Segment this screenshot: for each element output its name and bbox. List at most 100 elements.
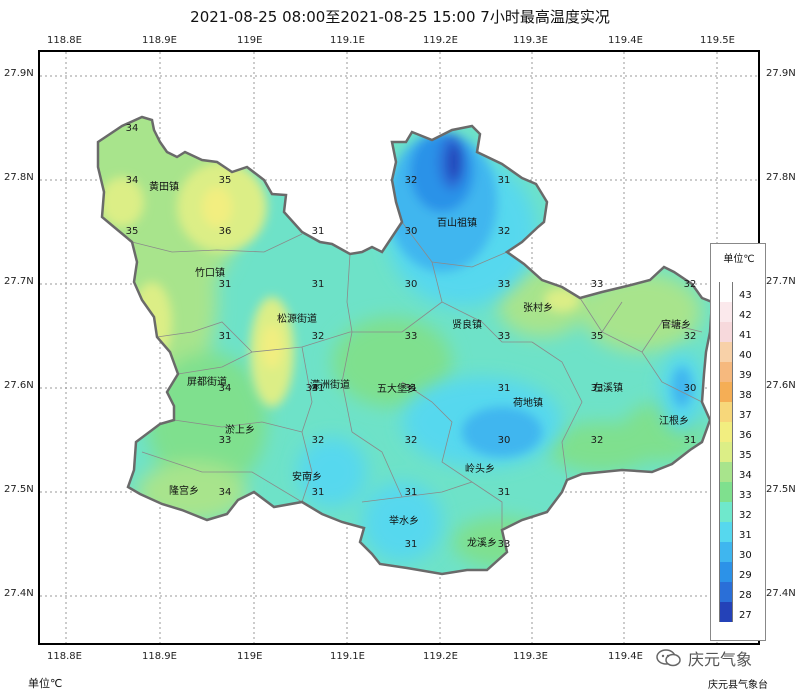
legend-item: 35: [719, 442, 765, 464]
legend-swatch: [719, 462, 733, 482]
legend-swatch: [719, 562, 733, 582]
legend-label: 31: [739, 530, 752, 541]
lat-label-left: 27.5N: [4, 484, 34, 495]
legend-item: 33: [719, 482, 765, 504]
unit-label: 单位℃: [28, 677, 63, 690]
lat-label-right: 27.4N: [766, 588, 796, 599]
lon-label-top: 119.3E: [513, 35, 548, 46]
town-label: 淤上乡: [225, 424, 255, 436]
station-value: 31: [498, 383, 511, 394]
legend-swatch: [719, 442, 733, 462]
lon-label-top: 119E: [237, 35, 263, 46]
station-value: 30: [684, 383, 697, 394]
legend-label: 34: [739, 470, 752, 481]
town-label: 五大堡乡: [377, 382, 417, 395]
station-value: 33: [219, 435, 232, 446]
station-value: 34: [126, 123, 139, 134]
station-value: 33: [591, 279, 604, 290]
legend-label: 42: [739, 310, 752, 321]
lon-label-top: 118.8E: [47, 35, 82, 46]
legend-swatch: [719, 602, 733, 622]
legend-swatch: [719, 382, 733, 402]
lat-label-right: 27.9N: [766, 68, 796, 79]
station-value: 34: [219, 383, 232, 394]
lon-label-bottom: 119.2E: [423, 651, 458, 662]
lon-label-bottom: 119.1E: [330, 651, 365, 662]
legend-label: 28: [739, 590, 752, 601]
town-label: 江根乡: [659, 414, 689, 427]
agency-label: 庆元县气象台: [708, 680, 768, 691]
temperature-map: 34 34 35 35 36 31 31 31 32 33 34 33 32 3…: [40, 52, 758, 643]
station-value: 34: [126, 175, 139, 186]
station-value: 32: [312, 331, 325, 342]
town-label: 竹口镇: [195, 266, 225, 279]
watermark-text: 庆元气象: [688, 650, 753, 669]
town-label: 隆宫乡: [169, 484, 199, 497]
station-value: 35: [591, 331, 604, 342]
legend-item: 41: [719, 322, 765, 344]
lon-label-bottom: 119.3E: [513, 651, 548, 662]
legend-item: 37: [719, 402, 765, 424]
legend-swatch: [719, 342, 733, 362]
town-label: 百山祖镇: [437, 216, 477, 229]
town-label: 濛洲街道: [310, 378, 350, 391]
lon-label-top: 119.1E: [330, 35, 365, 46]
legend-label: 43: [739, 290, 752, 301]
legend-item: 40: [719, 342, 765, 364]
map-title: 2021-08-25 08:00至2021-08-25 15:00 7小时最高温…: [190, 8, 610, 26]
town-label: 贤良镇: [452, 318, 482, 331]
legend-label: 32: [739, 510, 752, 521]
town-labels: 荷地镇 百山祖镇 竹口镇 松源街道 濛洲街道 五大堡乡 贤良镇 张村乡 屏都街道…: [149, 180, 691, 549]
legend-item: 34: [719, 462, 765, 484]
legend-label: 30: [739, 550, 752, 561]
legend-item: 27: [719, 602, 765, 624]
lat-label-left: 27.7N: [4, 276, 34, 287]
legend-label: 37: [739, 410, 752, 421]
legend-item: 30: [719, 542, 765, 564]
temperature-field: [98, 117, 712, 574]
lat-label-right: 27.7N: [766, 276, 796, 287]
lat-label-right: 27.8N: [766, 172, 796, 183]
legend-label: 38: [739, 390, 752, 401]
town-label: 屏都街道: [187, 375, 227, 388]
station-value: 32: [312, 435, 325, 446]
station-value: 32: [405, 175, 418, 186]
map-frame: 34 34 35 35 36 31 31 31 32 33 34 33 32 3…: [38, 50, 760, 645]
legend-label: 35: [739, 450, 752, 461]
station-value: 33: [591, 383, 604, 394]
legend-item: 36: [719, 422, 765, 444]
legend-label: 41: [739, 330, 752, 341]
lon-label-top: 119.5E: [700, 35, 735, 46]
station-value: 32: [684, 279, 697, 290]
station-value: 32: [591, 435, 604, 446]
legend-swatch: [719, 522, 733, 542]
legend-label: 33: [739, 490, 752, 501]
station-value: 31: [405, 539, 418, 550]
town-label: 举水乡: [389, 514, 419, 527]
legend-swatch: [719, 482, 733, 502]
legend-item: 28: [719, 582, 765, 604]
legend-item: 39: [719, 362, 765, 384]
station-value: 34: [219, 487, 232, 498]
station-value: 33: [498, 279, 511, 290]
legend-title: 单位℃: [723, 254, 755, 265]
lon-label-bottom: 119.4E: [608, 651, 643, 662]
lon-label-bottom: 118.8E: [47, 651, 82, 662]
legend-label: 29: [739, 570, 752, 581]
legend-swatch: [719, 402, 733, 422]
lat-label-left: 27.4N: [4, 588, 34, 599]
station-value: 33: [498, 331, 511, 342]
town-label: 黄田镇: [149, 180, 179, 193]
town-label: 张村乡: [523, 301, 553, 314]
legend-swatch: [719, 502, 733, 522]
station-value: 32: [684, 331, 697, 342]
lon-label-top: 119.4E: [608, 35, 643, 46]
legend-label: 40: [739, 350, 752, 361]
station-value: 31: [498, 175, 511, 186]
town-label: 岭头乡: [465, 462, 495, 475]
lon-label-top: 118.9E: [142, 35, 177, 46]
legend-swatch: [719, 542, 733, 562]
station-value: 31: [219, 331, 232, 342]
lat-label-right: 27.6N: [766, 380, 796, 391]
town-label: 官塘乡: [661, 318, 691, 331]
